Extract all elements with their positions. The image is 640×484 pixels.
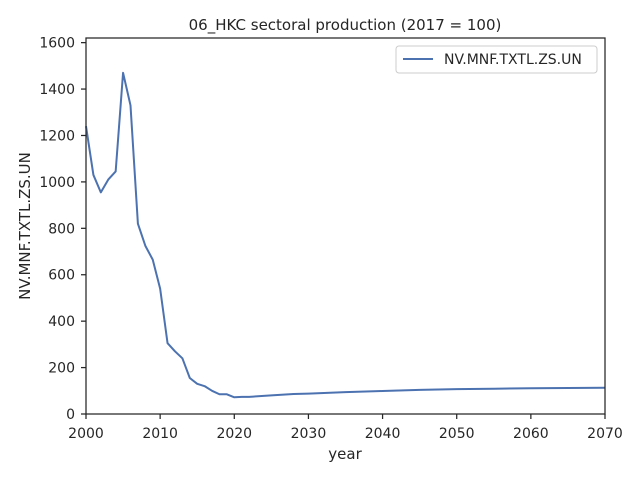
y-tick-label: 0 [66,407,75,423]
y-tick-label: 1600 [39,36,75,52]
y-tick-label: 400 [48,314,75,330]
x-tick-label: 2020 [216,426,252,442]
plot-area-frame [85,37,606,415]
legend: NV.MNF.TXTL.ZS.UN [395,45,598,74]
series-line [85,71,606,399]
x-tick-label: 2000 [68,426,104,442]
x-tick-label: 2060 [513,426,549,442]
x-tick-label: 2070 [587,426,623,442]
x-tick-label: 2010 [142,426,178,442]
x-tick-label: 2050 [439,426,475,442]
y-tick-label: 600 [48,268,75,284]
y-tick-label: 1200 [39,128,75,144]
legend-label: NV.MNF.TXTL.ZS.UN [444,52,582,68]
x-tick-label: 2030 [291,426,327,442]
chart-title: 06_HKC sectoral production (2017 = 100) [189,16,502,35]
y-axis-label: NV.MNF.TXTL.ZS.UN [16,152,34,300]
y-tick-label: 800 [48,221,75,237]
y-tick-label: 1000 [39,175,75,191]
x-tick-label: 2040 [365,426,401,442]
y-tick-label: 1400 [39,82,75,98]
legend-box [395,45,598,74]
x-axis-label: year [328,445,362,463]
y-tick-label: 200 [48,361,75,377]
